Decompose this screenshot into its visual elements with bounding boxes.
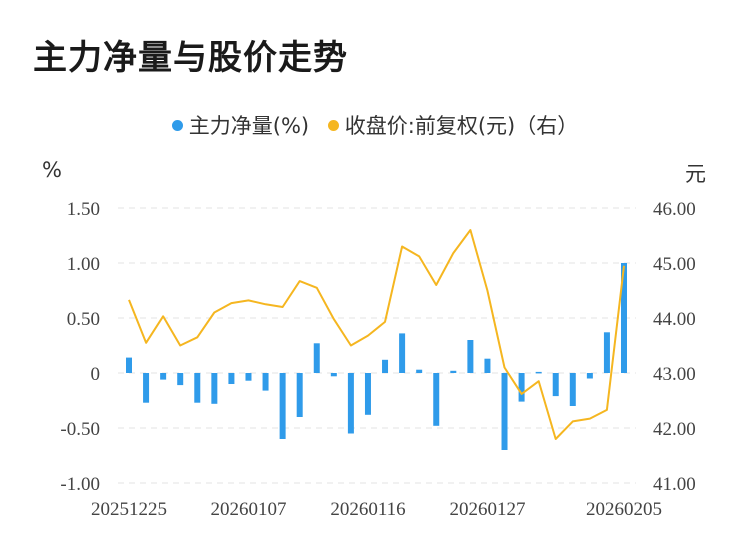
x-tick-label: 20260107 [210, 499, 286, 520]
legend-item-price[interactable]: 收盘价:前复权(元)（右） [327, 110, 579, 140]
left-axis-unit: % [42, 158, 62, 182]
legend-price-label: 收盘价:前复权(元)（右） [344, 114, 579, 138]
net-volume-bar [484, 358, 491, 373]
net-volume-bar [416, 369, 423, 373]
net-volume-bar [603, 332, 610, 373]
y-right-tick-label: 46.00 [653, 199, 696, 220]
net-volume-bar [262, 373, 269, 391]
net-volume-bar [177, 373, 184, 386]
net-volume-bar [621, 263, 627, 373]
net-volume-bar [347, 373, 354, 434]
x-tick-label: 20260127 [449, 499, 525, 520]
net-volume-bar [535, 371, 542, 374]
legend-item-net[interactable]: 主力净量(%) [171, 110, 310, 140]
net-volume-bar [228, 373, 235, 384]
net-volume-bar [382, 359, 389, 373]
net-volume-bar [450, 370, 457, 373]
net-volume-bar [279, 373, 286, 439]
legend: 主力净量(%) 收盘价:前复权(元)（右） [0, 110, 750, 140]
y-left-tick-label: 0 [91, 364, 101, 385]
x-tick-label: 20260116 [330, 499, 405, 520]
net-volume-bar [126, 357, 132, 373]
y-left-tick-label: 1.50 [67, 199, 100, 220]
y-left-tick-label: -0.50 [60, 419, 100, 440]
x-tick-label: 20251225 [91, 499, 167, 520]
net-volume-bar [296, 373, 303, 417]
price-line [128, 229, 625, 440]
legend-net-label: 主力净量(%) [188, 114, 310, 138]
y-right-tick-label: 44.00 [653, 309, 696, 330]
legend-net-marker [171, 119, 183, 131]
net-volume-bar [552, 373, 559, 397]
net-volume-bar [194, 373, 201, 403]
net-volume-bar [211, 373, 218, 404]
y-right-tick-label: 43.00 [653, 364, 696, 385]
right-axis-unit: 元 [685, 162, 706, 186]
net-volume-bar [433, 373, 440, 426]
net-volume-bar [399, 333, 406, 373]
net-volume-bar [467, 340, 474, 373]
net-volume-bar [330, 373, 337, 377]
x-tick-label: 20260205 [586, 499, 662, 520]
legend-price-marker [327, 119, 339, 131]
net-volume-bar [143, 373, 150, 403]
net-volume-bar [586, 373, 593, 379]
net-volume-bar [518, 373, 525, 402]
y-left-tick-label: 1.00 [67, 254, 100, 275]
chart-title: 主力净量与股价走势 [33, 38, 348, 78]
y-right-tick-label: 41.00 [653, 474, 696, 495]
y-left-tick-label: -1.00 [60, 474, 100, 495]
net-volume-bar [364, 373, 371, 415]
y-left-tick-label: 0.50 [67, 309, 100, 330]
net-volume-bar [160, 373, 167, 380]
net-volume-bar [313, 343, 320, 373]
net-volume-bar [569, 373, 576, 406]
net-volume-bar [501, 373, 508, 450]
net-volume-bar [245, 373, 252, 381]
y-right-tick-label: 42.00 [653, 419, 696, 440]
y-right-tick-label: 45.00 [653, 254, 696, 275]
